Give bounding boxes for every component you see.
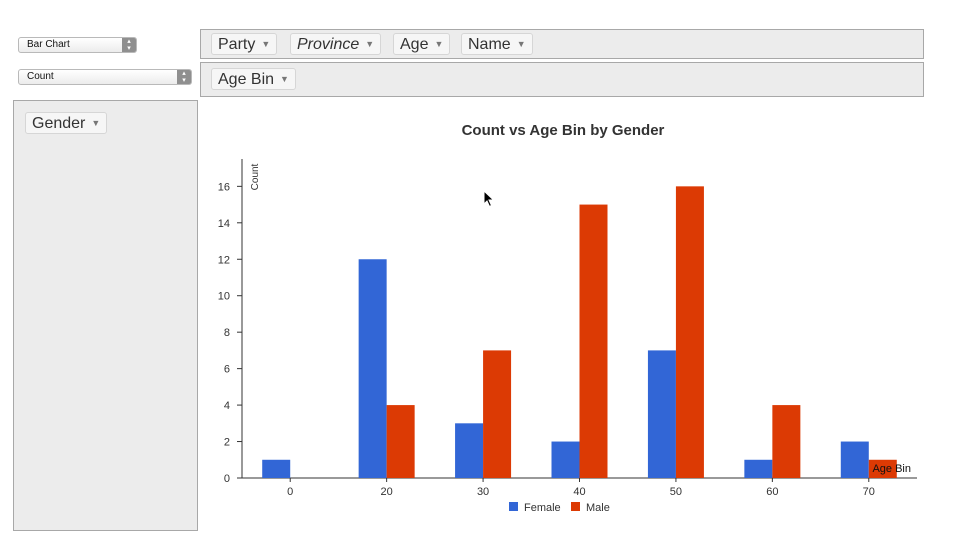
renderer-select[interactable]: Bar Chart ▴ ▾: [18, 37, 137, 53]
select-arrows-icon: ▴ ▾: [122, 38, 136, 52]
chart-area: Count vs Age Bin by Gender 0 2 4 6 8 10 12 14 16 C…: [198, 97, 926, 530]
y-tick-label: 10: [218, 291, 230, 303]
x-tick-label: 70: [863, 486, 875, 498]
column-fields-zone[interactable]: Party ▼ Province ▼ Age ▼ Name ▼: [200, 29, 924, 59]
x-tick-label: 60: [766, 486, 778, 498]
field-pill-age[interactable]: Age ▼: [393, 33, 451, 55]
bar-female-30: [455, 423, 484, 478]
x-tick-label: 40: [573, 486, 585, 498]
bar-female-0: [262, 459, 291, 478]
bar-female-40: [551, 441, 580, 478]
y-tick-label: 0: [224, 473, 230, 485]
field-pill-label: Gender: [32, 115, 86, 132]
field-pill-party[interactable]: Party ▼: [211, 33, 278, 55]
row-fields-zone[interactable]: Age Bin ▼: [200, 62, 924, 97]
field-pill-label: Age: [400, 36, 429, 53]
y-tick-label: 14: [218, 218, 230, 230]
legend-swatch-male: [571, 502, 580, 511]
field-pill-label: Province: [297, 36, 360, 53]
legend-label-male: Male: [586, 502, 610, 514]
dropdown-caret-icon: ▼: [280, 74, 289, 84]
bar-male-50: [675, 186, 704, 478]
dropdown-caret-icon: ▼: [434, 39, 444, 49]
bar-male-30: [483, 350, 512, 478]
select-arrows-icon: ▴ ▾: [177, 70, 191, 84]
x-tick-label: 50: [670, 486, 682, 498]
aggregator-select[interactable]: Count ▴ ▾: [18, 69, 192, 85]
renderer-select-value: Bar Chart: [27, 39, 70, 50]
chart-title: Count vs Age Bin by Gender: [462, 122, 665, 139]
bar-male-40: [579, 204, 608, 479]
bar-female-20: [358, 259, 387, 478]
dropdown-caret-icon: ▼: [516, 39, 526, 49]
x-tick-label: 0: [287, 486, 293, 498]
dropdown-caret-icon: ▼: [365, 39, 375, 49]
x-tick-label: 20: [381, 486, 393, 498]
field-pill-label: Party: [218, 36, 256, 53]
x-axis-label: Age Bin: [872, 463, 911, 475]
y-tick-label: 16: [218, 181, 230, 193]
aggregator-select-value: Count: [27, 71, 54, 82]
dropdown-caret-icon: ▼: [261, 39, 271, 49]
bar-female-70: [840, 441, 869, 478]
field-pill-gender[interactable]: Gender ▼: [25, 112, 108, 134]
legend-label-female: Female: [524, 502, 561, 514]
field-pill-label: Name: [468, 36, 511, 53]
field-pill-label: Age Bin: [218, 71, 275, 88]
field-pill-province[interactable]: Province ▼: [290, 33, 382, 55]
bar-chart: Count vs Age Bin by Gender 0 2 4 6 8 10 12 14 16 C…: [218, 122, 917, 514]
y-tick-label: 12: [218, 254, 230, 266]
legend-swatch-female: [509, 502, 518, 511]
y-tick-label: 2: [224, 437, 230, 449]
dropdown-caret-icon: ▼: [91, 118, 101, 128]
bar-male-70: [868, 459, 897, 478]
mouse-cursor-icon: [483, 190, 495, 208]
field-pill-age-bin[interactable]: Age Bin ▼: [211, 68, 296, 90]
bar-male-60: [772, 405, 801, 478]
unused-fields-zone[interactable]: Gender ▼: [13, 100, 198, 531]
y-axis-label: Count: [250, 163, 261, 190]
bar-male-20: [386, 405, 415, 478]
y-tick-label: 8: [224, 327, 230, 339]
x-tick-label: 30: [477, 486, 489, 498]
bar-female-50: [647, 350, 676, 478]
y-tick-label: 4: [224, 400, 230, 412]
bar-female-60: [744, 459, 773, 478]
field-pill-name[interactable]: Name ▼: [461, 33, 533, 55]
y-tick-label: 6: [224, 364, 230, 376]
